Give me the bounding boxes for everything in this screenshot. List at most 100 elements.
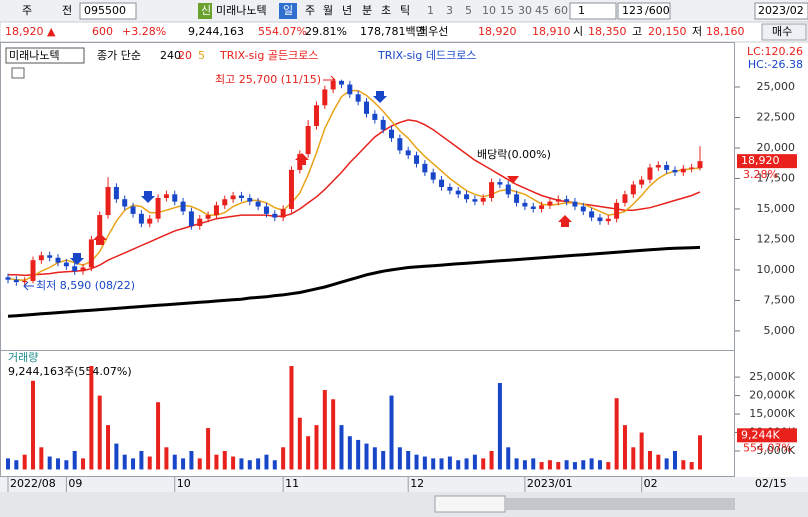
info-item: 9,244,163: [188, 25, 244, 38]
volume-bar: [131, 458, 136, 470]
y-tick-label: 5,000K: [756, 444, 795, 457]
volume-bar: [647, 450, 652, 470]
candle-body: [422, 163, 428, 173]
low-note: 최저 8,590 (08/22): [36, 279, 135, 292]
volume-bar: [64, 460, 69, 470]
date-input[interactable]: [754, 2, 808, 20]
toolbar-item: 30: [518, 4, 532, 17]
volume-bar: [522, 460, 527, 470]
volume-title: 거래량: [8, 351, 38, 364]
y-tick-label: 20,000K: [749, 389, 795, 402]
candle-body: [272, 213, 278, 218]
volume-bar: [472, 454, 477, 470]
scroll-thumb[interactable]: [505, 498, 735, 510]
toolbar-item: 45: [535, 4, 549, 17]
volume-bar: [314, 425, 319, 470]
legend-name-box: [5, 47, 85, 64]
candle-body: [13, 279, 19, 283]
volume-bar: [589, 458, 594, 470]
info-item: 18,160: [706, 25, 745, 38]
toolbar-item: /600: [645, 4, 670, 17]
dead-cross-arrow: [141, 191, 155, 203]
volume-bar: [231, 456, 236, 470]
candle-body: [439, 179, 445, 187]
candle-body: [138, 213, 144, 224]
candle-body: [347, 84, 353, 95]
candle-body: [72, 266, 78, 272]
period-selected[interactable]: [279, 3, 297, 19]
candle-body: [188, 211, 194, 227]
candle-body: [172, 194, 178, 202]
volume-bar: [14, 460, 19, 470]
candle-body: [255, 201, 261, 207]
x-axis-bg: [0, 477, 808, 492]
candle-body: [380, 119, 386, 130]
volume-bar: [164, 447, 169, 470]
candle-body: [213, 205, 219, 216]
candle-body: [580, 206, 586, 212]
volume-bar: [581, 460, 586, 470]
candle-body: [555, 199, 561, 202]
toolbar-item: 주: [22, 4, 32, 17]
candle-body: [589, 211, 595, 218]
candle-body: [122, 199, 128, 207]
info-item: 고: [632, 25, 642, 38]
x-tick-label: 02: [644, 477, 658, 490]
info-item: 178,781백만: [360, 25, 426, 38]
code-input[interactable]: [79, 2, 137, 20]
volume-bar: [456, 460, 461, 470]
volume-bar: [56, 458, 61, 470]
x-tick-label: 12: [410, 477, 424, 490]
info-item: 600: [92, 25, 113, 38]
golden-cross-arrow: [558, 215, 572, 227]
volume-bar: [698, 435, 702, 470]
toolbar-item: 틱: [400, 4, 410, 17]
table-icon[interactable]: [11, 67, 25, 79]
volume-bar: [639, 432, 644, 470]
candle-body: [489, 182, 495, 198]
y-tick-label: 5,000: [764, 324, 796, 337]
credit-badge: [198, 3, 212, 19]
candle-body: [547, 201, 553, 206]
volume-bar: [147, 456, 152, 470]
candle-body: [472, 199, 478, 202]
candle-body: [22, 280, 28, 283]
y-tick-label: 7,500: [764, 293, 796, 306]
toolbar-item: 60: [554, 4, 568, 17]
toolbar-item: 월: [323, 4, 333, 17]
candle-body: [88, 239, 94, 268]
toolbar-item: 10: [482, 4, 496, 17]
volume-bar: [606, 462, 611, 470]
candle-body: [38, 255, 44, 261]
unit-select[interactable]: [569, 2, 617, 20]
buy-button[interactable]: [761, 23, 807, 41]
volume-summary: 9,244,163주(554.07%): [8, 365, 132, 378]
volume-bar: [422, 456, 427, 470]
candle-body: [680, 168, 686, 173]
volume-bar: [331, 399, 336, 470]
candle-body: [180, 201, 186, 212]
candle-body: [80, 267, 86, 272]
x-tick-label: 2023/01: [527, 477, 573, 490]
candle-body: [147, 218, 153, 224]
volume-bar: [531, 458, 536, 470]
candle-body: [47, 255, 53, 258]
toolbar-item: 5: [465, 4, 472, 17]
volume-bar: [356, 439, 361, 470]
golden-cross-arrow: [295, 153, 309, 165]
event-note: 배당락(0.00%): [477, 148, 551, 161]
candle-body: [455, 190, 461, 195]
toolbar-item: 15: [500, 4, 514, 17]
y-tick-label: 15,000K: [749, 407, 795, 420]
candle-body: [205, 215, 211, 219]
info-item: 매수: [772, 25, 792, 38]
volume-bar: [6, 458, 10, 470]
price-tag: 18,920: [741, 154, 780, 167]
candle-body: [497, 182, 503, 185]
volume-bar: [347, 436, 352, 470]
candle-body: [247, 197, 253, 202]
count-input[interactable]: [617, 2, 671, 20]
scroll-buttons[interactable]: [434, 495, 506, 513]
info-item: 20,150: [648, 25, 687, 38]
volume-bar: [664, 458, 669, 470]
